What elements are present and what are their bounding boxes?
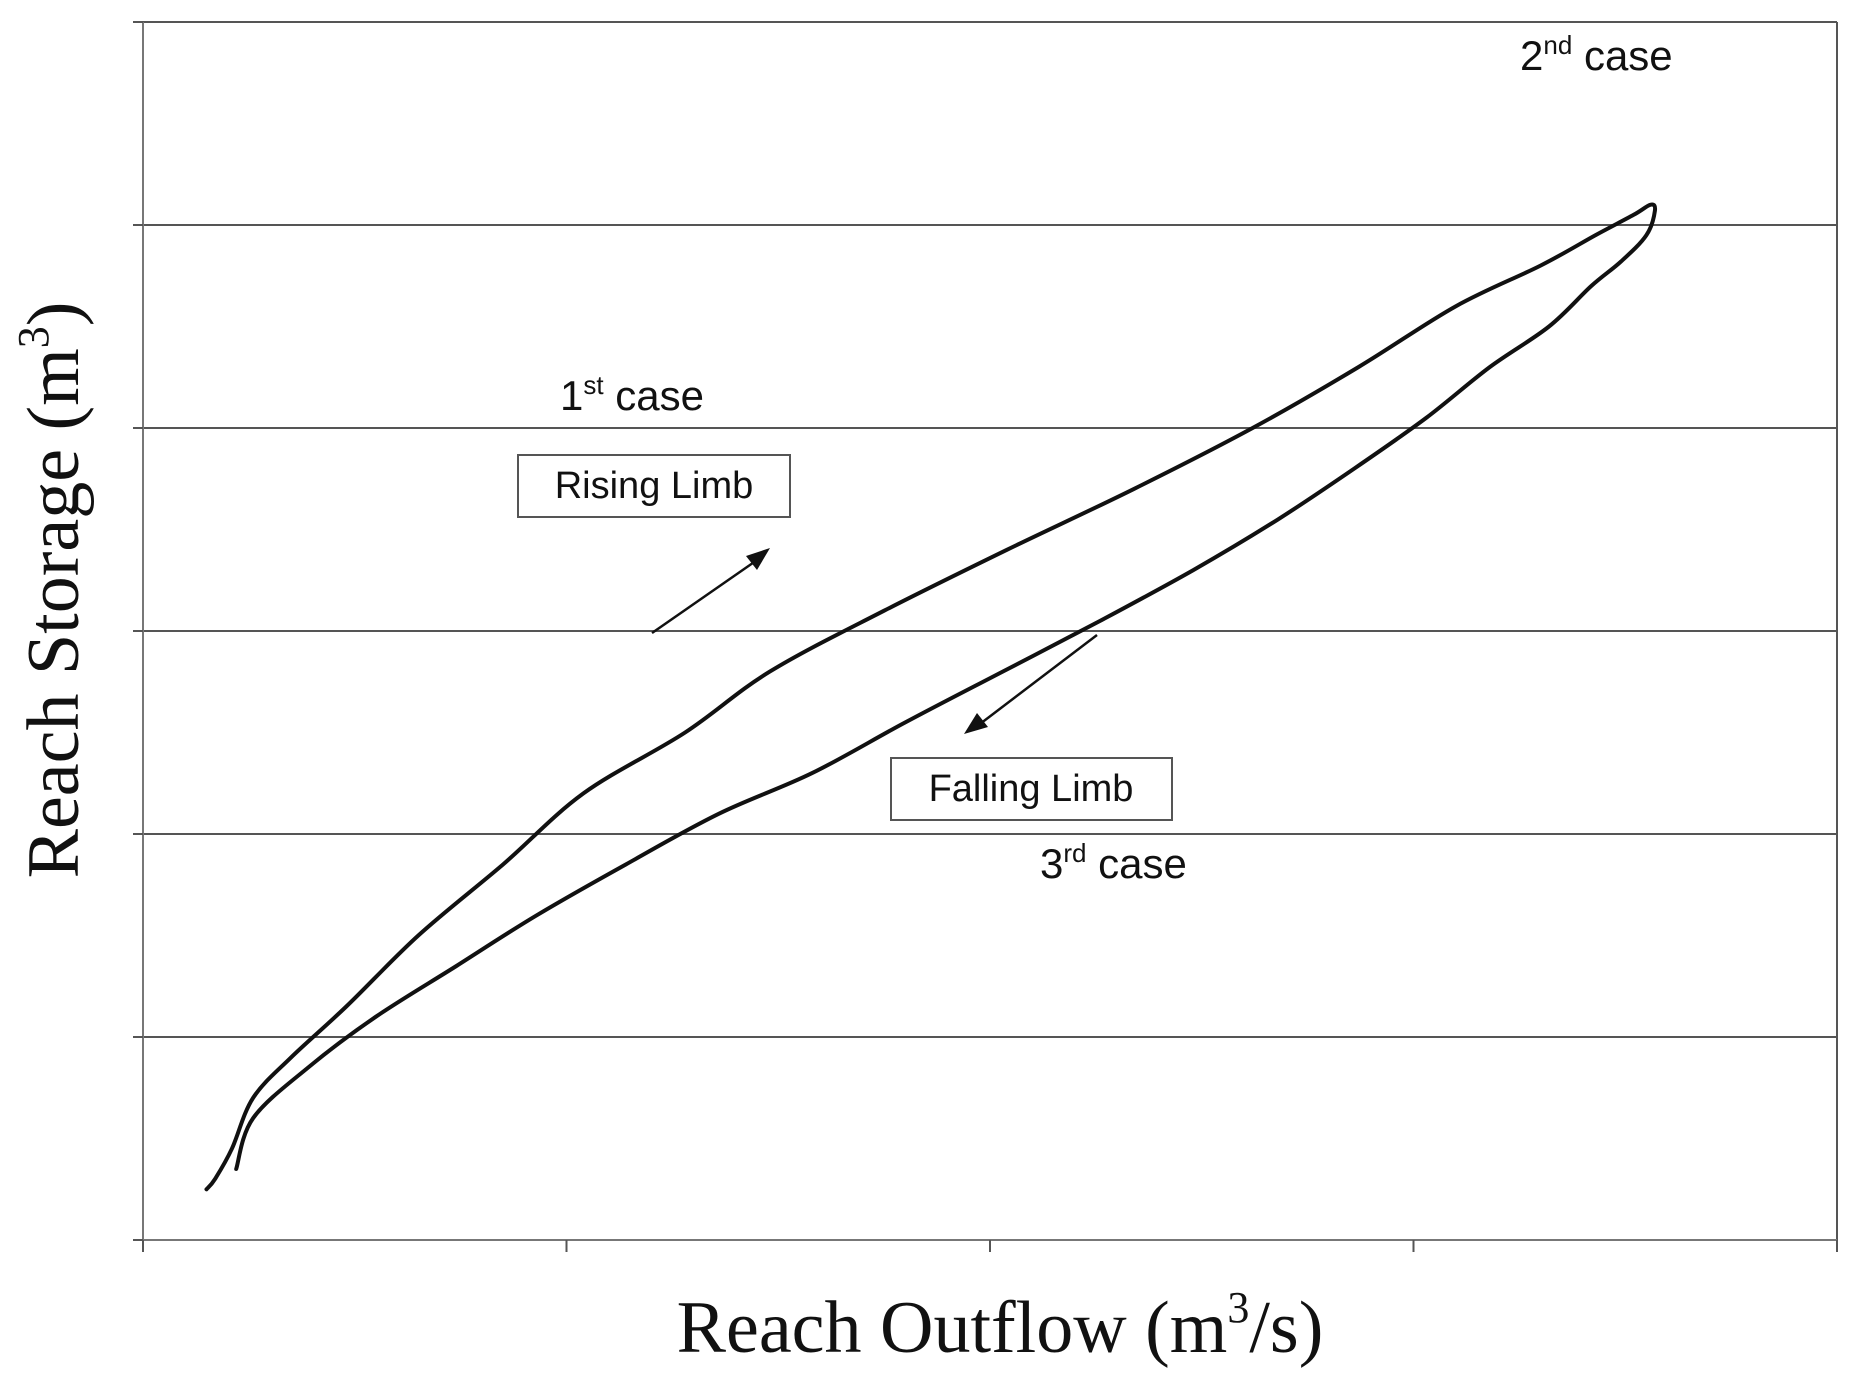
grid-lines (143, 21, 1838, 1240)
hysteresis-loop-line (204, 202, 1658, 1192)
x-axis-label: Reach Outflow (m3/s) (677, 1283, 1324, 1369)
rising-limb-box (517, 454, 791, 518)
case2-label: 2nd case (1520, 30, 1673, 79)
axis-ticks (133, 21, 1838, 1252)
y-axis-label: Reach Storage (m3) (9, 302, 95, 879)
falling-arrow (964, 634, 1098, 734)
case3-label: 3rd case (1040, 838, 1187, 887)
rising-arrow (651, 548, 770, 635)
series (204, 202, 1658, 1192)
case1-label: 1st case (560, 370, 704, 419)
falling-limb-label: Falling Limb (929, 768, 1134, 810)
falling-limb-box (890, 757, 1173, 821)
rising-limb-label: Rising Limb (555, 465, 754, 507)
